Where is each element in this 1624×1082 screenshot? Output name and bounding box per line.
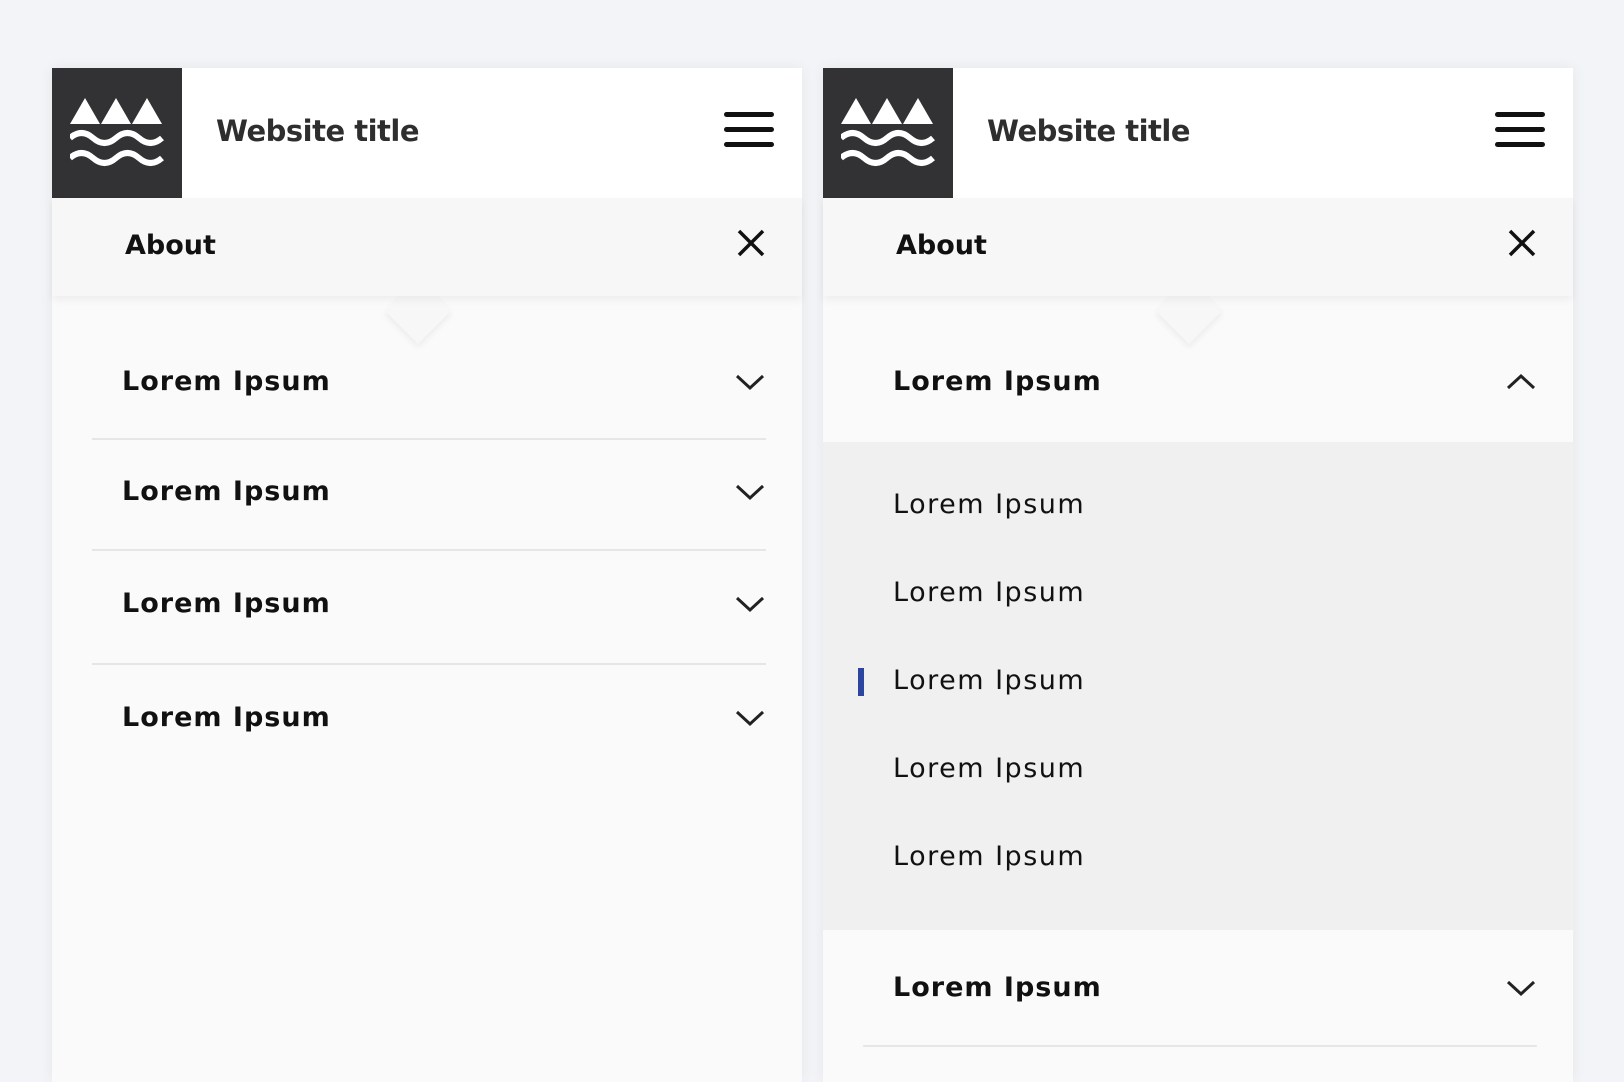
nav-item-label: Lorem Ipsum — [122, 366, 331, 397]
logo-icon[interactable] — [52, 68, 182, 198]
active-marker — [858, 668, 864, 696]
about-label: About — [125, 230, 216, 261]
chevron-up-icon[interactable] — [1505, 370, 1537, 394]
submenu-item[interactable]: Lorem Ipsum — [893, 489, 1086, 520]
website-title[interactable]: Website title — [216, 114, 420, 148]
mobile-nav-panel: Website title About Lorem Ipsum Lorem Ips… — [52, 68, 802, 1082]
nav-item[interactable]: Lorem Ipsum — [823, 950, 1573, 1030]
divider — [863, 1045, 1537, 1047]
chevron-down-icon[interactable] — [1505, 976, 1537, 1000]
about-bar: About — [52, 198, 802, 296]
submenu: Lorem Ipsum Lorem Ipsum Lorem Ipsum Lorem I… — [823, 442, 1573, 930]
close-icon[interactable] — [1507, 228, 1537, 258]
nav-item[interactable]: Lorem Ipsum — [52, 680, 802, 760]
chevron-down-icon[interactable] — [734, 706, 766, 730]
divider — [92, 549, 766, 551]
about-bar: About — [823, 198, 1573, 296]
hamburger-icon[interactable] — [1495, 112, 1545, 148]
website-title[interactable]: Website title — [987, 114, 1191, 148]
nav-item[interactable]: Lorem Ipsum — [52, 566, 802, 646]
nav-item-label: Lorem Ipsum — [122, 476, 331, 507]
submenu-item[interactable]: Lorem Ipsum — [893, 753, 1086, 784]
submenu-item[interactable]: Lorem Ipsum — [893, 665, 1086, 696]
site-header: Website title — [52, 68, 802, 198]
close-icon[interactable] — [736, 228, 766, 258]
nav-item[interactable]: Lorem Ipsum — [52, 454, 802, 534]
hamburger-icon[interactable] — [724, 112, 774, 148]
submenu-item[interactable]: Lorem Ipsum — [893, 841, 1086, 872]
site-header: Website title — [823, 68, 1573, 198]
divider — [92, 663, 766, 665]
chevron-down-icon[interactable] — [734, 592, 766, 616]
chevron-down-icon[interactable] — [734, 370, 766, 394]
submenu-item[interactable]: Lorem Ipsum — [893, 577, 1086, 608]
logo-icon[interactable] — [823, 68, 953, 198]
nav-item-label: Lorem Ipsum — [122, 702, 331, 733]
mobile-nav-panel: Website title About Lorem Ipsum Lorem Ips… — [823, 68, 1573, 1082]
chevron-down-icon[interactable] — [734, 480, 766, 504]
nav-item-label: Lorem Ipsum — [122, 588, 331, 619]
nav-item-label: Lorem Ipsum — [893, 366, 1102, 397]
nav-item-label: Lorem Ipsum — [893, 972, 1102, 1003]
divider — [92, 438, 766, 440]
nav-item-expanded[interactable]: Lorem Ipsum — [823, 344, 1573, 424]
nav-item[interactable]: Lorem Ipsum — [52, 344, 802, 424]
about-label: About — [896, 230, 987, 261]
